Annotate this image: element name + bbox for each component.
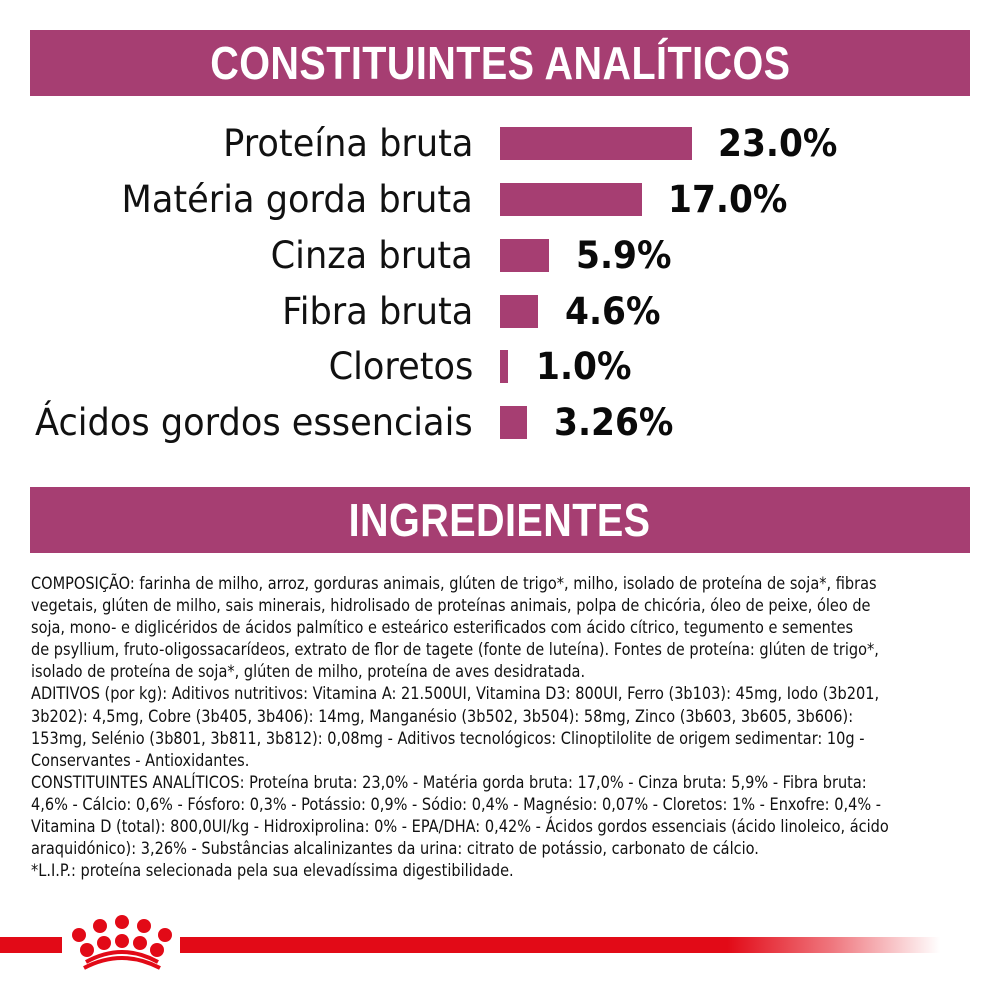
additives-line: Conservantes - Antioxidantes.: [31, 750, 250, 771]
ingredients-banner: INGREDIENTES: [30, 487, 970, 553]
row-bar: [500, 295, 538, 328]
row-label: Matéria gorda bruta: [121, 178, 473, 221]
row-value: 17.0%: [668, 178, 788, 221]
additives-line: 153mg, Selénio (3b801, 3b811, 3b812): 0,…: [31, 728, 865, 749]
ingredients-line: de psyllium, fruto-oligossacarídeos, ext…: [31, 640, 879, 661]
chart-row-chlorides: Cloretos 1.0%: [0, 347, 1000, 387]
row-label: Fibra bruta: [281, 290, 473, 333]
row-label: Ácidos gordos essenciais: [35, 401, 473, 444]
ingredients-line: COMPOSIÇÃO: farinha de milho, arroz, gor…: [31, 574, 877, 594]
row-bar: [500, 406, 527, 439]
row-value: 5.9%: [576, 234, 672, 277]
analytical-constituents-line: Vitamina D (total): 800,0UI/kg - Hidroxi…: [31, 817, 889, 838]
footnote-line: *L.I.P.: proteína selecionada pela sua e…: [31, 861, 514, 882]
row-label: Proteína bruta: [222, 122, 473, 165]
row-bar: [500, 183, 642, 216]
brand-line-right: [180, 937, 940, 953]
row-label: Cinza bruta: [270, 234, 473, 277]
additives-line: 3b202): 4,5mg, Cobre (3b405, 3b406): 14m…: [31, 706, 854, 727]
row-value: 4.6%: [565, 290, 661, 333]
analytics-banner: CONSTITUINTES ANALÍTICOS: [30, 30, 970, 96]
chart-row-fat: Matéria gorda bruta 17.0%: [0, 180, 1000, 220]
ingredients-title: INGREDIENTES: [349, 494, 651, 546]
row-bar: [500, 127, 692, 160]
analytical-constituents-line: CONSTITUINTES ANALÍTICOS: Proteína bruta…: [31, 772, 867, 793]
analytical-constituents-line: 4,6% - Cálcio: 0,6% - Fósforo: 0,3% - Po…: [31, 794, 882, 815]
ingredients-line: soja, mono- e diglicéridos de ácidos pal…: [31, 618, 854, 639]
chart-row-fibre: Fibra bruta 4.6%: [0, 292, 1000, 332]
row-bar: [500, 239, 549, 272]
analytics-title: CONSTITUINTES ANALÍTICOS: [209, 37, 791, 89]
ingredients-line: isolado de proteína de soja*, glúten de …: [31, 662, 586, 683]
crown-logo-icon: [72, 915, 172, 970]
row-label: Cloretos: [328, 345, 473, 388]
additives-line: ADITIVOS (por kg): Aditivos nutritivos: …: [31, 684, 880, 705]
row-value: 3.26%: [554, 401, 674, 444]
analytical-constituents-line: araquidónico): 3,26% - Substâncias alcal…: [31, 839, 759, 860]
row-value: 23.0%: [718, 122, 838, 165]
analytics-bar-chart: Proteína bruta 23.0% Matéria gorda bruta…: [0, 0, 1000, 460]
row-value: 1.0%: [536, 345, 632, 388]
ingredients-text: COMPOSIÇÃO: farinha de milho, arroz, gor…: [31, 573, 981, 882]
chart-row-ash: Cinza bruta 5.9%: [0, 236, 1000, 276]
row-bar: [500, 350, 508, 383]
ingredients-line: vegetais, glúten de milho, sais minerais…: [31, 596, 871, 617]
chart-row-protein: Proteína bruta 23.0%: [0, 124, 1000, 164]
chart-row-essential-fatty-acids: Ácidos gordos essenciais 3.26%: [0, 403, 1000, 443]
brand-line-left: [0, 937, 62, 953]
